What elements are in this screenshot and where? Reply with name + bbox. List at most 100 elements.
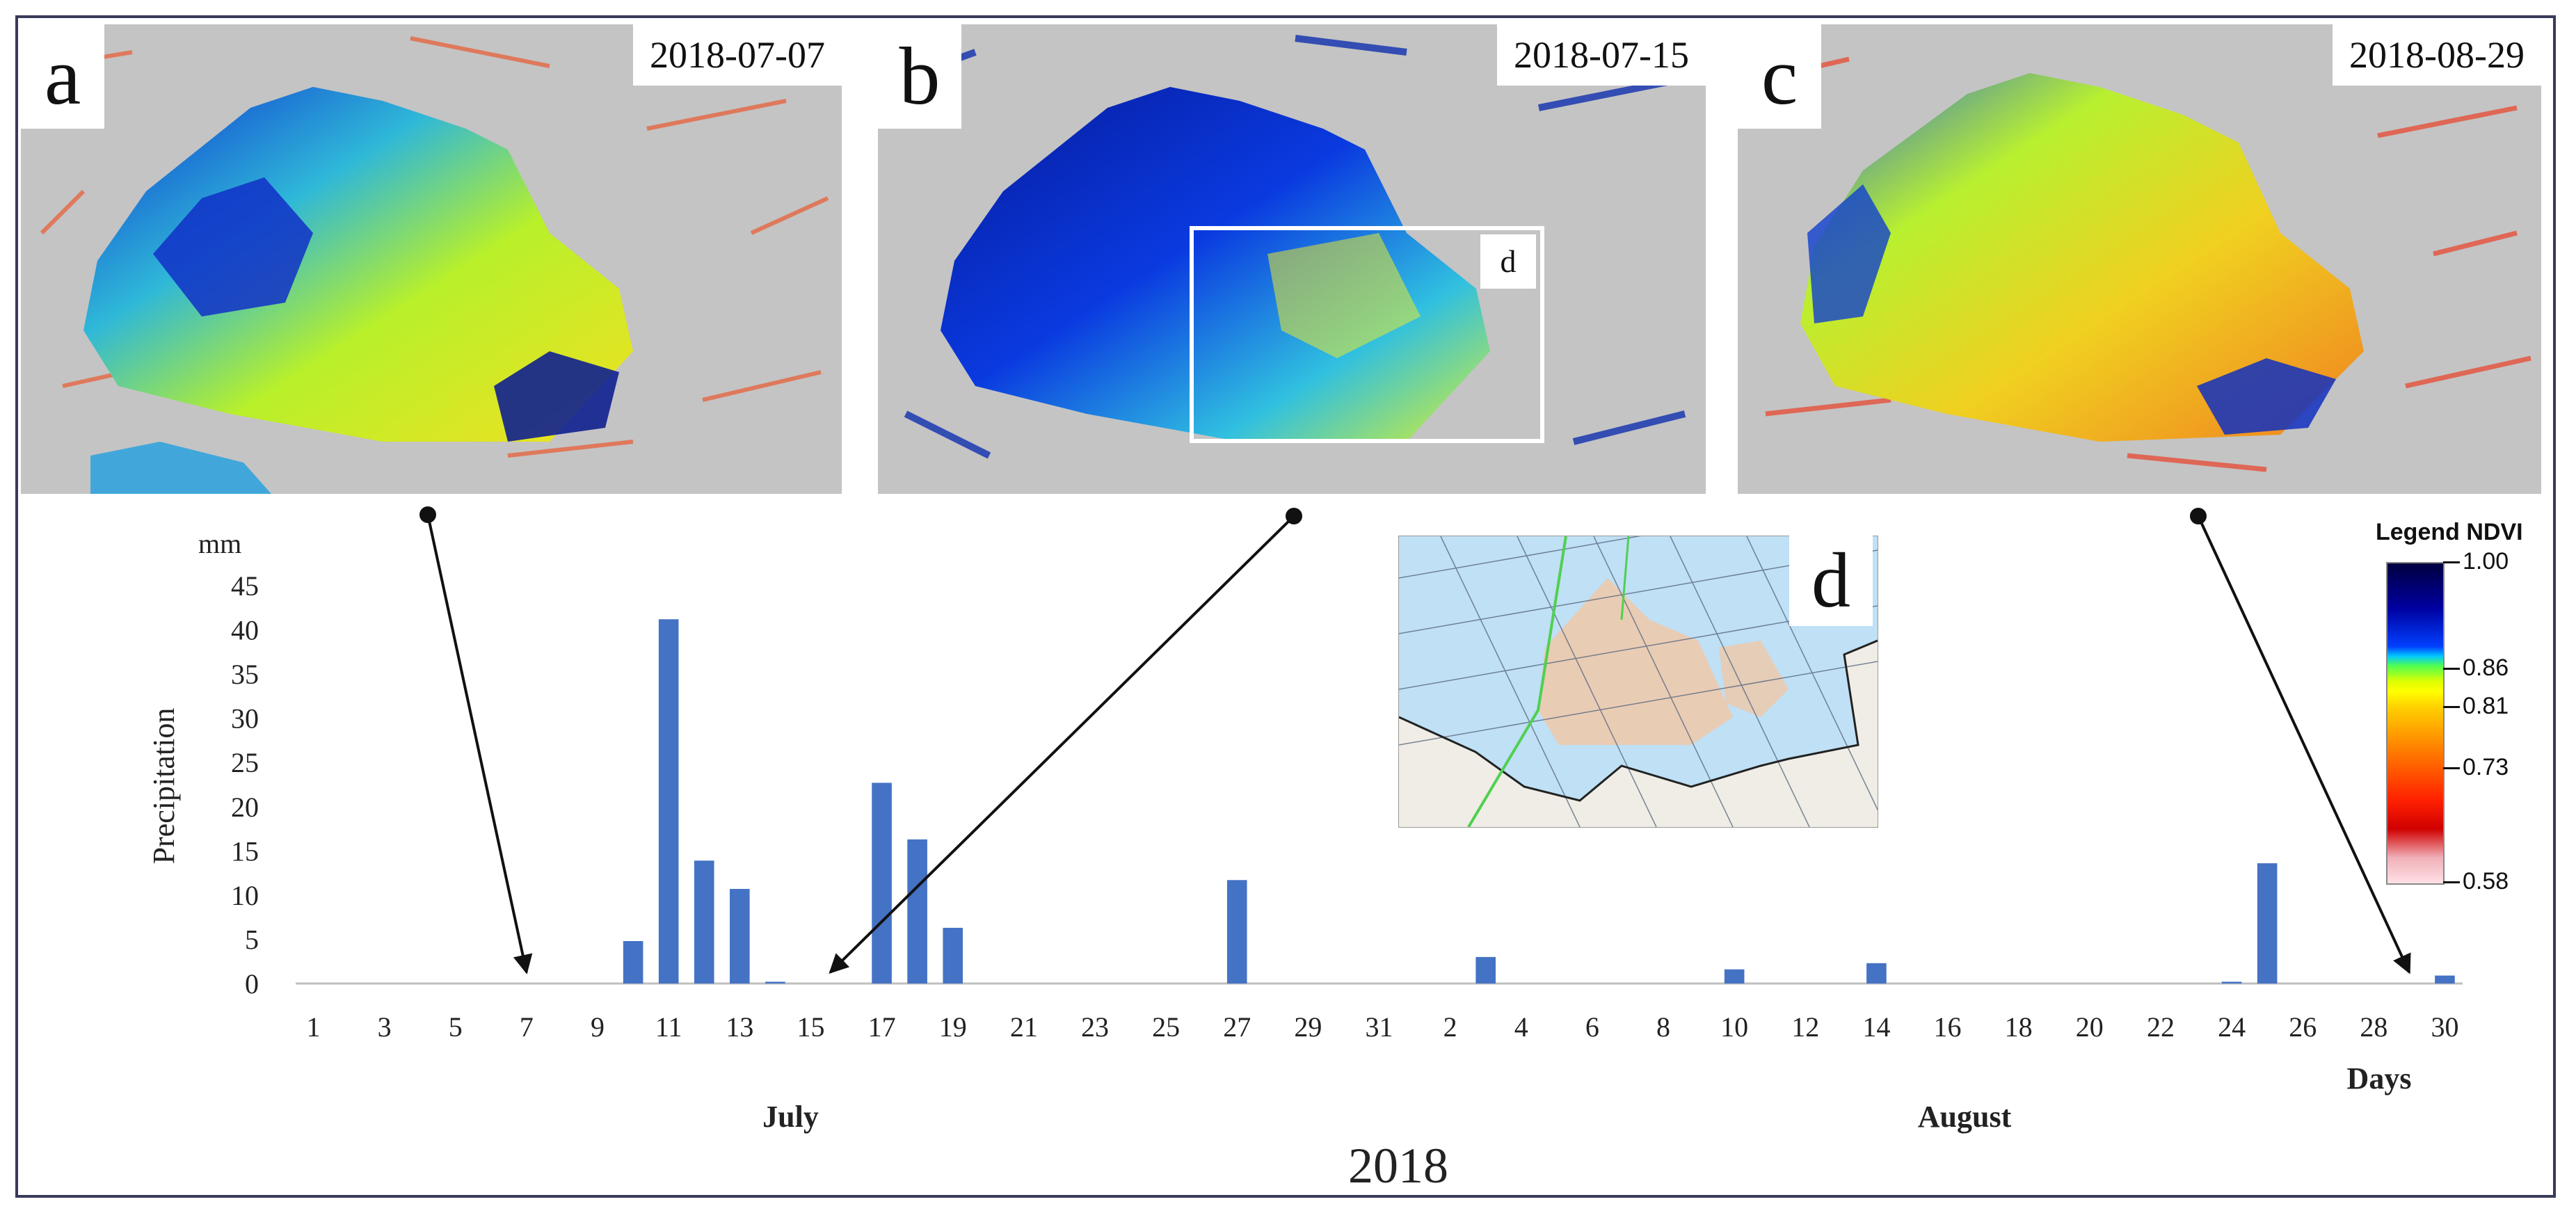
chart-bars: [623, 619, 2455, 984]
roi-label-d: d: [1480, 234, 1536, 289]
panel-letter-a: a: [21, 24, 104, 129]
precipitation-bar: [658, 619, 679, 984]
precipitation-bar: [907, 839, 927, 984]
precipitation-bar: [2221, 981, 2242, 984]
panel-letter-c: c: [1738, 24, 1821, 129]
x-tick-label: 18: [2005, 1011, 2033, 1043]
month-label-july: July: [762, 1100, 819, 1134]
x-tick-label: 1: [307, 1011, 321, 1043]
y-tick-label: 5: [245, 924, 259, 955]
x-tick-label: 27: [1223, 1011, 1251, 1043]
legend-value: 0.86: [2463, 655, 2509, 682]
precipitation-bar: [1226, 880, 1247, 984]
panel-date-b: 2018-07-15: [1497, 24, 1706, 86]
x-tick-label: 8: [1656, 1011, 1670, 1043]
x-tick-label: 6: [1585, 1011, 1599, 1043]
y-axis-label: Precipitation: [147, 708, 181, 865]
legend-tick: [2443, 668, 2460, 671]
panel-date-a: 2018-07-07: [633, 24, 842, 86]
x-tick-label: 20: [2076, 1011, 2104, 1043]
legend-tick: [2443, 706, 2460, 709]
x-axis-tick-labels: 1 3 5 7 9 11 13 15 17 19 21 23 25 27 29 31 2 4 6 8 10 12 14 16 1…: [307, 1011, 2459, 1043]
x-tick-label: 15: [797, 1011, 824, 1043]
legend-value: 0.73: [2463, 753, 2509, 780]
x-tick-label: 31: [1366, 1011, 1393, 1043]
precipitation-bar: [2435, 975, 2455, 984]
x-tick-label: 13: [726, 1011, 753, 1043]
ndvi-panel-a: a 2018-07-07: [21, 24, 842, 494]
annotation-arrows: [419, 506, 2411, 974]
panel-letter-b: b: [878, 24, 961, 129]
roi-box-d: d: [1190, 226, 1544, 443]
x-tick-label: 12: [1791, 1011, 1819, 1043]
x-tick-label: 9: [591, 1011, 605, 1043]
figure-frame: [15, 15, 2556, 1198]
precipitation-bar: [694, 860, 714, 984]
x-tick-label: 29: [1294, 1011, 1322, 1043]
x-tick-label: 30: [2431, 1011, 2458, 1043]
y-axis-unit: mm: [198, 528, 241, 559]
y-tick-label: 40: [231, 615, 259, 646]
x-tick-label: 28: [2360, 1011, 2387, 1043]
y-tick-label: 20: [231, 792, 259, 823]
x-tick-label: 21: [1010, 1011, 1038, 1043]
x-tick-label: 10: [1720, 1011, 1748, 1043]
x-tick-label: 11: [655, 1011, 682, 1043]
x-tick-label: 26: [2289, 1011, 2317, 1043]
x-tick-label: 7: [520, 1011, 534, 1043]
y-tick-label: 0: [245, 968, 259, 1000]
inset-letter-d: d: [1789, 536, 1873, 626]
x-axis-label: Days: [2347, 1061, 2412, 1095]
annotation-arrow-c: [2197, 515, 2411, 974]
ndvi-map-c: [1738, 24, 2541, 494]
precipitation-bar: [623, 940, 643, 984]
legend-value: 0.81: [2463, 693, 2509, 720]
legend-value: 1.00: [2463, 548, 2509, 575]
y-tick-label: 25: [231, 747, 259, 778]
x-tick-label: 3: [378, 1011, 392, 1043]
precipitation-bar: [1866, 963, 1887, 984]
x-tick-label: 19: [939, 1011, 967, 1043]
inset-map-d: [1398, 536, 1878, 828]
x-tick-label: 16: [1934, 1011, 1962, 1043]
y-tick-label: 30: [231, 703, 259, 735]
y-tick-label: 35: [231, 659, 259, 690]
precipitation-bar: [730, 888, 750, 984]
precipitation-bar: [765, 981, 785, 984]
ndvi-panel-c: c 2018-08-29: [1738, 24, 2541, 494]
y-tick-label: 45: [231, 570, 259, 602]
legend-title: Legend NDVI: [2376, 519, 2523, 545]
x-tick-label: 4: [1514, 1011, 1528, 1043]
x-tick-label: 22: [2147, 1011, 2175, 1043]
x-tick-label: 2: [1443, 1011, 1457, 1043]
panel-date-c: 2018-08-29: [2333, 24, 2541, 86]
legend-colorbar: [2386, 562, 2445, 885]
x-tick-label: 23: [1081, 1011, 1109, 1043]
precipitation-bar: [943, 927, 963, 984]
x-tick-label: 25: [1152, 1011, 1180, 1043]
ndvi-panel-b: b 2018-07-15 d: [878, 24, 1706, 494]
legend-tick: [2443, 881, 2460, 883]
chart-title: 2018: [1348, 1138, 1448, 1194]
annotation-arrow-b: [829, 515, 1295, 974]
legend-tick: [2443, 561, 2460, 563]
precipitation-bar: [2257, 863, 2278, 984]
x-tick-label: 24: [2218, 1011, 2246, 1043]
x-tick-label: 14: [1862, 1011, 1890, 1043]
x-tick-label: 5: [449, 1011, 463, 1043]
precipitation-bar: [1475, 956, 1496, 984]
legend-value: 0.58: [2463, 868, 2509, 894]
month-label-august: August: [1918, 1100, 2012, 1134]
precipitation-bar: [1724, 969, 1745, 984]
y-axis-tick-labels: 0 5 10 15 20 25 30 35 40 45: [231, 570, 259, 1000]
precipitation-bar: [872, 782, 892, 984]
y-tick-label: 10: [231, 880, 259, 911]
ndvi-map-a: [21, 24, 842, 494]
ndvi-map-b: [878, 24, 1706, 494]
legend-tick: [2443, 766, 2460, 769]
annotation-arrow-a: [426, 514, 533, 974]
x-tick-label: 17: [868, 1011, 896, 1043]
y-tick-label: 15: [231, 835, 259, 867]
